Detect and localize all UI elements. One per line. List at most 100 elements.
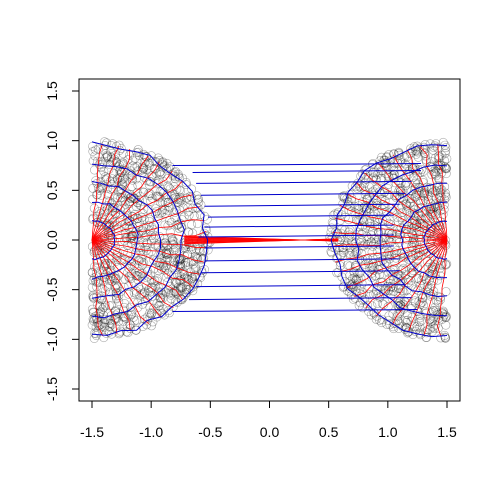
data-point <box>426 207 436 217</box>
data-point <box>403 275 413 285</box>
data-point <box>106 265 116 275</box>
data-point <box>367 247 377 257</box>
data-point <box>191 253 201 263</box>
data-point <box>408 235 418 245</box>
data-point <box>110 208 120 218</box>
data-point <box>383 302 393 312</box>
data-point <box>187 192 197 202</box>
data-point <box>123 155 133 165</box>
data-point <box>396 186 406 196</box>
data-point <box>419 189 429 199</box>
data-point <box>149 303 159 313</box>
data-point <box>87 320 97 330</box>
data-point <box>392 312 402 322</box>
data-point <box>435 187 445 197</box>
data-point <box>181 284 191 294</box>
data-point <box>384 218 394 228</box>
data-point <box>439 156 449 166</box>
data-point <box>153 178 163 188</box>
data-point <box>166 290 176 300</box>
data-point <box>138 209 148 219</box>
data-point <box>198 254 208 264</box>
data-point <box>426 185 436 195</box>
data-point <box>425 218 435 228</box>
data-point <box>100 172 110 182</box>
data-point <box>151 191 161 201</box>
data-point <box>146 231 156 241</box>
data-point <box>115 205 125 215</box>
data-point <box>99 261 109 271</box>
data-point <box>420 148 430 158</box>
data-point <box>406 144 416 154</box>
data-point <box>97 295 107 305</box>
data-point <box>441 312 451 322</box>
data-point <box>338 243 348 253</box>
data-point <box>401 323 411 333</box>
y-tick-label: -0.5 <box>44 277 60 301</box>
data-point <box>431 193 441 203</box>
data-point <box>415 300 425 310</box>
data-point <box>415 218 425 228</box>
data-point <box>176 186 186 196</box>
data-point <box>386 219 396 229</box>
data-point <box>165 256 175 266</box>
data-point <box>360 190 370 200</box>
data-point <box>441 192 451 202</box>
data-point <box>116 176 126 186</box>
data-point <box>423 248 433 258</box>
data-point <box>332 229 342 239</box>
data-point <box>369 202 379 212</box>
data-point <box>180 289 190 299</box>
data-point <box>93 183 103 193</box>
data-point <box>133 198 143 208</box>
data-point <box>417 290 427 300</box>
data-point <box>173 270 183 280</box>
data-point <box>132 271 142 281</box>
data-point <box>386 229 396 239</box>
data-point <box>405 198 415 208</box>
red-curve <box>91 239 131 331</box>
data-point <box>422 257 432 267</box>
data-point <box>343 282 353 292</box>
y-tick-label: 0.5 <box>44 180 60 200</box>
data-point <box>350 208 360 218</box>
data-point <box>130 162 140 172</box>
data-point <box>154 266 164 276</box>
data-point <box>91 176 101 186</box>
data-point <box>377 239 387 249</box>
data-point <box>125 323 135 333</box>
data-point <box>148 156 158 166</box>
data-point <box>409 261 419 271</box>
data-point <box>156 169 166 179</box>
data-point <box>133 214 143 224</box>
data-point <box>120 219 130 229</box>
data-point <box>140 158 150 168</box>
data-point <box>414 274 424 284</box>
data-point <box>415 219 425 229</box>
data-point <box>360 186 370 196</box>
data-point <box>107 329 117 339</box>
data-point <box>98 284 108 294</box>
data-point <box>419 244 429 254</box>
data-point <box>402 205 412 215</box>
data-point <box>108 168 118 178</box>
data-point <box>161 247 171 257</box>
data-point <box>120 236 130 246</box>
data-point <box>360 239 370 249</box>
blue-contour <box>91 181 161 299</box>
data-point <box>338 243 348 253</box>
data-point <box>169 260 179 270</box>
data-point <box>128 161 138 171</box>
data-point <box>400 322 410 332</box>
data-point <box>182 274 192 284</box>
data-point <box>422 281 432 291</box>
data-point <box>108 203 118 213</box>
data-point <box>145 287 155 297</box>
data-point <box>338 248 348 258</box>
data-point <box>383 248 393 258</box>
data-point <box>105 301 115 311</box>
red-curve <box>91 239 193 287</box>
blue-contour <box>400 201 448 279</box>
data-point <box>433 297 443 307</box>
data-point <box>127 230 137 240</box>
